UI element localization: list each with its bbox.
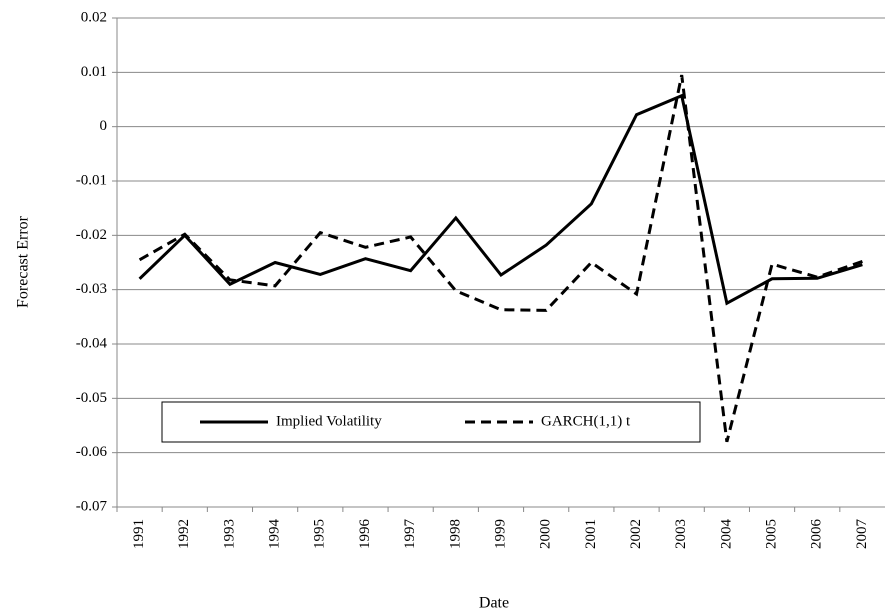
legend-label: GARCH(1,1) t (541, 413, 631, 429)
x-tick-label: 1996 (357, 519, 373, 550)
x-tick-label: 1992 (176, 519, 192, 549)
y-tick-label: -0.04 (76, 335, 108, 351)
series-line (138, 74, 863, 443)
x-axis-title: Date (479, 595, 509, 612)
series-line (138, 93, 863, 306)
x-tick-label: 2006 (809, 519, 825, 550)
x-tick-label: 2000 (538, 519, 554, 549)
y-axis-title: Forecast Error (15, 215, 32, 308)
y-tick-label: -0.01 (76, 172, 107, 188)
x-tick-label: 2004 (718, 519, 734, 550)
y-tick-label: 0.01 (81, 64, 107, 80)
y-tick-label: -0.05 (76, 390, 107, 406)
y-tick-label: 0.02 (81, 9, 107, 25)
y-tick-label: -0.02 (76, 227, 107, 243)
x-tick-label: 1991 (131, 519, 147, 549)
x-tick-label: 1994 (267, 519, 283, 550)
x-tick-label: 2003 (673, 519, 689, 549)
x-tick-label: 1995 (312, 519, 328, 549)
x-tick-label: 1998 (447, 519, 463, 549)
x-tick-label: 2007 (854, 519, 870, 550)
x-tick-label: 1993 (221, 519, 237, 549)
x-tick-label: 2002 (628, 519, 644, 549)
x-tick-label: 2005 (763, 519, 779, 549)
x-tick-label: 2001 (583, 519, 599, 549)
y-tick-label: -0.03 (76, 281, 107, 297)
y-tick-label: -0.06 (76, 444, 108, 460)
y-tick-label: -0.07 (76, 498, 108, 514)
legend-label: Implied Volatility (276, 413, 382, 429)
y-tick-label: 0 (100, 118, 108, 134)
x-tick-label: 1999 (492, 519, 508, 549)
x-tick-label: 1997 (402, 519, 418, 550)
